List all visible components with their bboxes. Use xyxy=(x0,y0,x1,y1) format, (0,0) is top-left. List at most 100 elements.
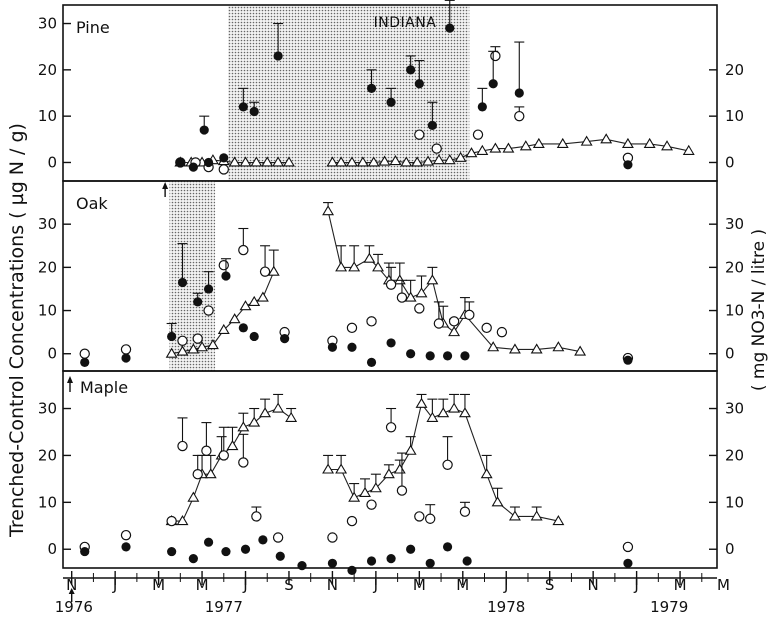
triangle-point xyxy=(346,156,358,167)
filled-circle-point xyxy=(203,537,214,547)
filled-circle-point xyxy=(203,157,214,168)
panel-name: Pine xyxy=(76,18,110,37)
y2-tick-label: 0 xyxy=(725,345,735,363)
open-circle-point xyxy=(424,513,436,524)
open-circle-point xyxy=(622,541,634,553)
triangle-point xyxy=(256,291,269,302)
triangle-point xyxy=(187,491,200,502)
open-circle-point xyxy=(238,244,249,256)
y-tick-label: 0 xyxy=(47,153,57,171)
filled-circle-point xyxy=(406,544,416,554)
filled-circle-point xyxy=(623,355,633,365)
filled-circle-point xyxy=(240,544,251,554)
open-circle-point xyxy=(414,129,425,140)
open-circle-point xyxy=(496,326,508,338)
x-tick-label: J xyxy=(112,576,117,594)
x-tick-label: M xyxy=(674,576,687,594)
y-tick-label: 10 xyxy=(38,493,57,511)
triangle-point xyxy=(404,444,417,455)
triangle-point xyxy=(454,151,467,162)
open-circle-point xyxy=(177,440,188,452)
filled-circle-point xyxy=(167,546,177,557)
filled-circle-point xyxy=(366,556,377,566)
y2-tick-label: 20 xyxy=(725,61,744,79)
panel-name: Oak xyxy=(76,194,108,213)
filled-circle-point xyxy=(347,565,357,575)
open-circle-point xyxy=(120,344,132,355)
y-tick-label: 10 xyxy=(38,302,57,320)
triangle-point xyxy=(348,261,361,272)
filled-circle-point xyxy=(347,342,357,352)
triangle-point xyxy=(176,515,189,526)
panel-maple: 0 10 20 30 0 10 20 30 Maple xyxy=(38,370,744,575)
triangle-point xyxy=(530,510,543,521)
open-circle-point xyxy=(201,445,212,456)
open-circle-point xyxy=(464,309,475,321)
filled-circle-point xyxy=(188,162,198,172)
x-tick-label: M xyxy=(717,576,730,594)
x-tick-label: J xyxy=(503,576,508,594)
x-tick-label: J xyxy=(373,576,378,594)
open-circle-point xyxy=(218,450,229,461)
y-axis-label: Trenched-Control Concentrations ( µg N /… xyxy=(6,123,28,538)
y-tick-label: 30 xyxy=(38,215,57,233)
open-circle-point xyxy=(166,515,177,527)
filled-circle-point xyxy=(121,353,131,363)
filled-circle-point xyxy=(258,535,268,545)
open-circle-point xyxy=(203,305,214,316)
triangle-point xyxy=(552,515,565,526)
filled-circle-point xyxy=(249,106,259,117)
triangle-point xyxy=(359,486,371,498)
filled-circle-point xyxy=(442,542,453,552)
shaded-region-0 xyxy=(228,5,470,181)
filled-circle-point xyxy=(238,102,248,112)
filled-circle-point xyxy=(188,554,198,564)
filled-circle-point xyxy=(280,334,290,344)
open-circle-point xyxy=(366,499,377,510)
triangle-point xyxy=(682,144,695,155)
filled-circle-point xyxy=(406,349,416,359)
triangle-point xyxy=(508,510,521,521)
triangle-point xyxy=(369,482,382,493)
y2-tick-label: 30 xyxy=(725,400,744,418)
shaded-region-0 xyxy=(169,181,216,371)
x-tick-label: J xyxy=(242,576,247,594)
triangle-point xyxy=(415,397,428,408)
triangle-point xyxy=(283,156,295,167)
x-axis: N J M M J S N J M M J S N J M M 1976 1977 1978 1979 xyxy=(55,571,730,616)
y2-tick-label: 10 xyxy=(725,107,744,125)
triangle-point xyxy=(422,155,434,166)
filled-circle-point xyxy=(488,79,498,89)
triangle-series-line xyxy=(171,407,292,522)
triangle-point xyxy=(326,156,339,167)
triangle-point xyxy=(448,326,461,337)
triangle-point xyxy=(367,156,380,167)
filled-circle-point xyxy=(80,357,90,367)
panel-pine: 0 10 20 30 0 10 20 Pine INDIANA xyxy=(38,0,744,182)
open-circle-point xyxy=(414,303,425,314)
y-tick-label: 30 xyxy=(38,400,57,418)
x-tick-label: S xyxy=(545,576,555,594)
filled-circle-point xyxy=(199,125,209,135)
open-circle-point xyxy=(259,266,271,277)
triangle-point xyxy=(621,137,634,148)
triangle-point xyxy=(204,468,217,479)
triangle-point xyxy=(322,463,335,474)
filled-circle-point xyxy=(514,88,524,98)
open-circle-point xyxy=(218,164,229,175)
filled-circle-point xyxy=(275,551,285,561)
triangle-point xyxy=(600,133,613,144)
triangle-point xyxy=(458,407,471,418)
open-circle-point xyxy=(459,506,471,517)
x-year-label: 1979 xyxy=(650,598,688,616)
triangle-point xyxy=(206,339,219,350)
y2-tick-label: 0 xyxy=(725,153,735,171)
open-circle-point xyxy=(192,468,203,480)
panel-oak: 0 10 20 30 0 10 20 30 Oak xyxy=(38,180,744,372)
filled-circle-point xyxy=(366,357,377,367)
triangle-point xyxy=(285,411,298,422)
triangle-point xyxy=(335,463,348,474)
x-tick-label: N xyxy=(588,576,599,594)
maple-arrowhead xyxy=(67,376,73,383)
